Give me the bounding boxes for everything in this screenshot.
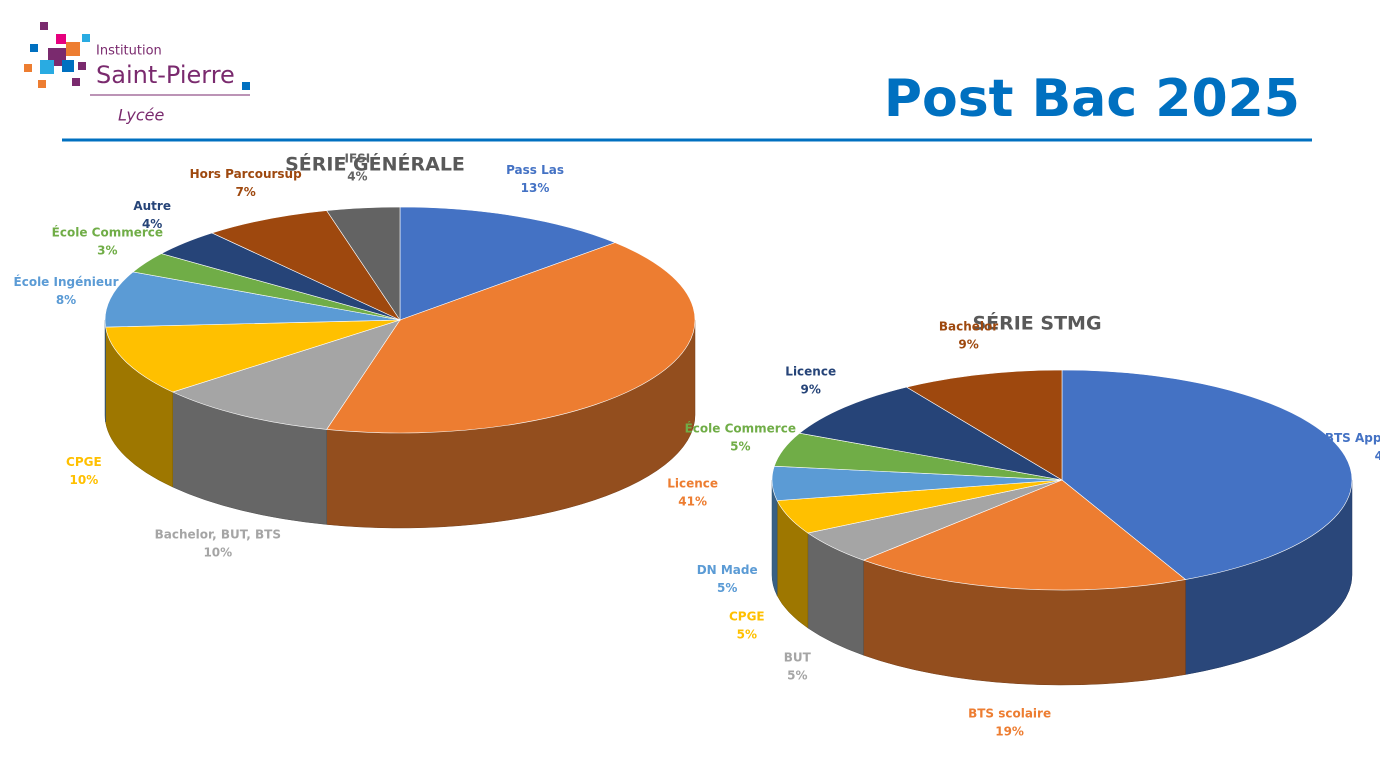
data-label-value: 4% — [142, 217, 162, 231]
data-label-value: 4% — [347, 170, 367, 184]
data-label-name: BUT — [784, 650, 812, 664]
logo-name: Saint-Pierre — [96, 61, 235, 89]
logo-sub: Lycée — [118, 106, 164, 125]
pie-slice — [399, 206, 616, 321]
pie-tops — [771, 369, 1353, 591]
data-label-name: Bachelor — [939, 319, 998, 333]
pie-slice — [905, 369, 1063, 481]
data-label-name: Licence — [667, 476, 718, 490]
data-label-name: Bachelor, BUT, BTS — [155, 528, 281, 542]
data-label-value: 5% — [787, 668, 807, 682]
pie-sides — [771, 479, 1353, 686]
data-label-name: BTS Apprentissage — [1325, 431, 1380, 445]
pie-slice — [862, 479, 1187, 591]
data-label-value: 8% — [56, 293, 76, 307]
pie-slice — [105, 319, 401, 393]
data-label-value: 7% — [235, 185, 255, 199]
pie — [104, 206, 696, 529]
pie-tops — [104, 206, 696, 434]
data-label-name: Hors Parcoursup — [190, 167, 303, 181]
chart-title: SÉRIE STMG — [972, 312, 1101, 335]
data-label-value: 43% — [1375, 449, 1380, 463]
chart-title: SÉRIE GÉNÉRALE — [285, 153, 465, 176]
data-label-name: École Ingénieur — [14, 274, 119, 289]
data-label-name: DN Made — [697, 563, 758, 577]
pie-slice — [326, 242, 696, 434]
slide-title: Post Bac 2025 — [884, 69, 1300, 129]
logo: Institution Saint-Pierre Lycée — [24, 22, 250, 125]
pie-slice — [798, 386, 1063, 481]
data-label-name: École Commerce — [52, 225, 163, 240]
data-label-value: 5% — [730, 440, 750, 454]
pie-slice — [211, 210, 401, 321]
data-label-name: École Commerce — [685, 421, 796, 436]
pie-sides — [104, 319, 696, 529]
data-label-value: 19% — [995, 725, 1024, 739]
data-label-value: 10% — [203, 546, 232, 560]
data-label-value: 3% — [97, 244, 117, 258]
pie-slice — [1061, 369, 1353, 580]
data-label-value: 9% — [958, 337, 978, 351]
pie-slice — [171, 319, 401, 430]
pie-side — [104, 319, 106, 423]
data-label-name: Autre — [133, 199, 171, 213]
data-label-value: 5% — [717, 581, 737, 595]
data-label-value: 13% — [521, 181, 550, 195]
data-label-name: Pass Las — [506, 163, 564, 177]
data-label-name: BTS scolaire — [968, 707, 1051, 721]
logo-top: Institution — [96, 44, 162, 59]
data-label-value: 41% — [678, 494, 707, 508]
data-label-value: 10% — [70, 473, 99, 487]
data-label-value: 9% — [801, 382, 821, 396]
data-label-name: CPGE — [66, 455, 102, 469]
data-label-name: Licence — [785, 364, 836, 378]
pie — [771, 369, 1353, 686]
pie-slice — [104, 271, 401, 328]
data-label-name: CPGE — [729, 609, 765, 623]
data-label-name: IFSI — [344, 152, 370, 166]
pie-slice — [326, 206, 401, 321]
data-label-value: 5% — [737, 627, 757, 641]
